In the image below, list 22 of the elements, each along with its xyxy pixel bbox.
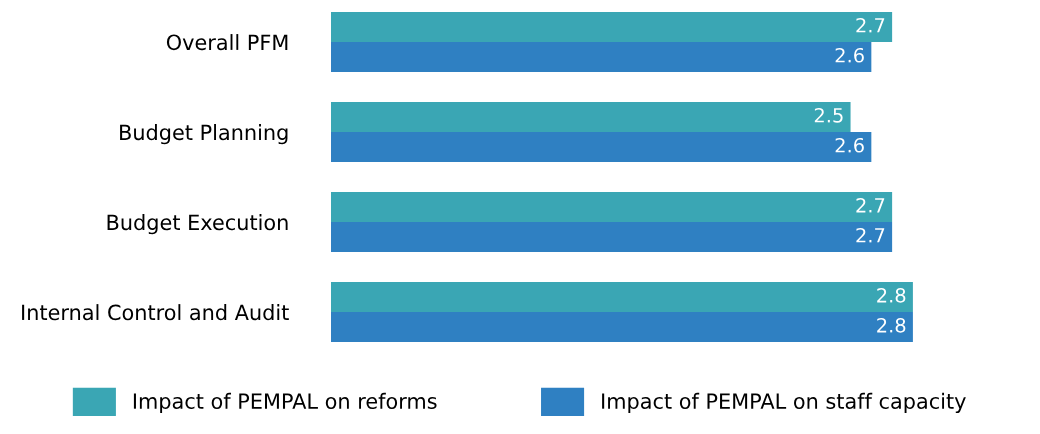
data-label: 2.6 xyxy=(835,137,864,153)
data-label: 2.6 xyxy=(835,47,864,63)
y-tick-label: Internal Control and Audit xyxy=(22,304,289,321)
data-label: 2.7 xyxy=(856,197,885,213)
data-label: 2.8 xyxy=(877,317,906,333)
bar xyxy=(331,12,893,42)
y-tick-label: Budget Execution xyxy=(107,214,288,235)
bar xyxy=(331,102,851,132)
bar xyxy=(331,131,872,162)
data-label: 2.7 xyxy=(856,17,885,33)
legend-label: Impact of PEMPAL on staff capacity xyxy=(602,392,966,414)
y-tick-label: Budget Planning xyxy=(120,124,288,145)
bar xyxy=(331,222,893,252)
legend-label: Impact of PEMPAL on reforms xyxy=(133,392,437,414)
bar xyxy=(331,41,872,72)
bar xyxy=(331,312,913,342)
data-label: 2.8 xyxy=(877,287,906,303)
data-label: 2.7 xyxy=(856,227,885,243)
data-label: 2.5 xyxy=(814,107,843,123)
y-tick-label: Overall PFM xyxy=(166,34,288,51)
bar xyxy=(331,282,913,313)
bar xyxy=(331,192,893,223)
